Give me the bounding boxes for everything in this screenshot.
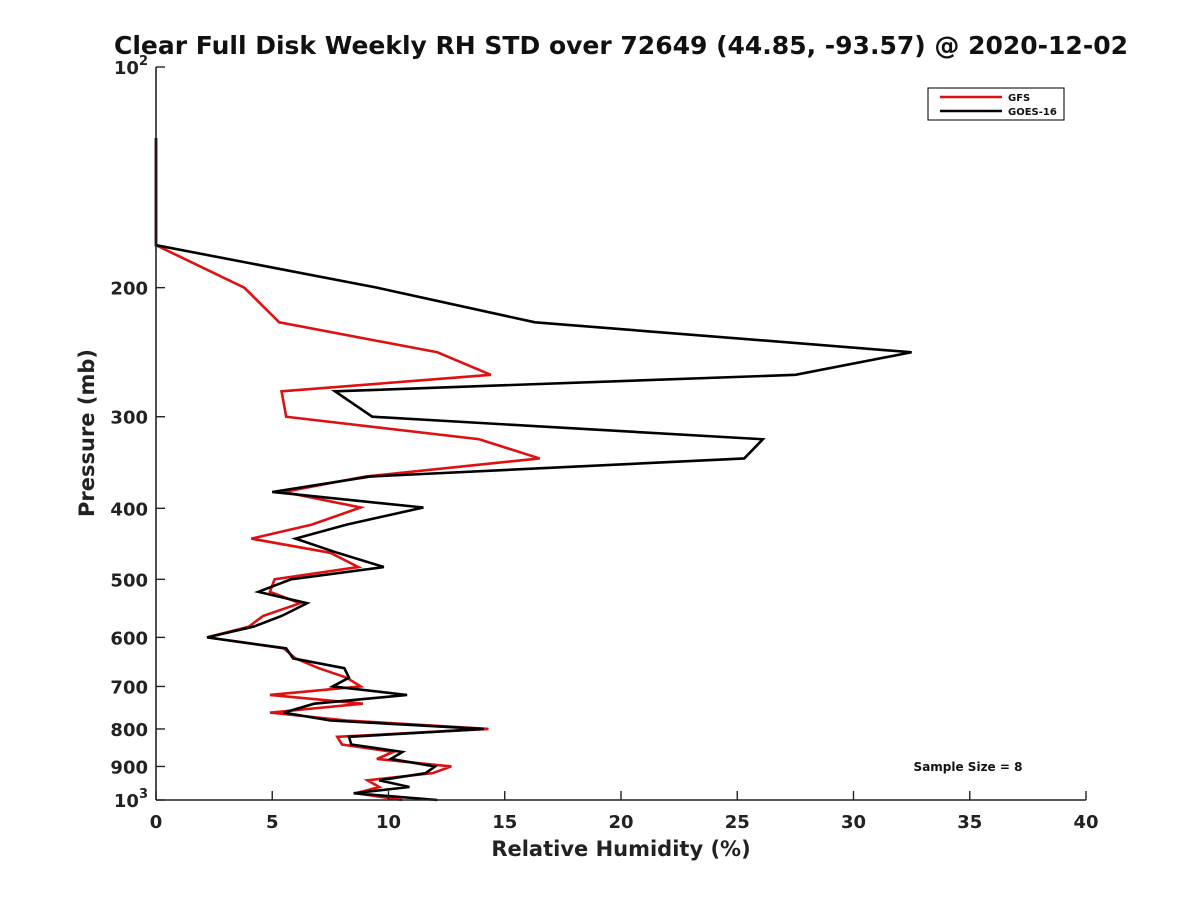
legend-entry-goes16: GOES-16 — [1008, 107, 1057, 118]
legend-entry-gfs: GFS — [1008, 93, 1030, 104]
y-tick-label: 600 — [110, 628, 148, 649]
y-tick-label: 400 — [110, 499, 148, 520]
y-tick-label: 500 — [110, 570, 148, 591]
x-tick-label: 0 — [150, 812, 163, 833]
y-axis-label: Pressure (mb) — [75, 349, 99, 517]
y-tick-label: 102 — [114, 54, 148, 79]
y-tick-label: 900 — [110, 757, 148, 778]
x-tick-label: 30 — [841, 812, 866, 833]
y-tick-label: 300 — [110, 408, 148, 429]
x-tick-label: 35 — [957, 812, 982, 833]
y-axis-ticks: 102 200 300 400 500 600 700 800 900 103 — [110, 54, 165, 812]
sample-size-annotation: Sample Size = 8 — [914, 760, 1023, 774]
y-tick-label: 800 — [110, 720, 148, 741]
y-tick-label: 200 — [110, 279, 148, 300]
legend-box — [927, 87, 1065, 121]
y-tick-label: 103 — [114, 787, 148, 812]
legend: GFS GOES-16 — [927, 87, 1065, 121]
chart-title: Clear Full Disk Weekly RH STD over 72649… — [114, 31, 1128, 60]
x-tick-label: 40 — [1073, 812, 1098, 833]
series-line-1 — [154, 138, 912, 802]
x-tick-label: 25 — [725, 812, 750, 833]
y-tick-label: 700 — [110, 677, 148, 698]
plot-area — [154, 138, 912, 802]
x-tick-label: 5 — [266, 812, 279, 833]
x-tick-label: 15 — [492, 812, 517, 833]
x-tick-label: 10 — [376, 812, 401, 833]
x-tick-label: 20 — [608, 812, 633, 833]
x-axis-ticks: 0 5 10 15 20 25 30 35 40 — [150, 791, 1099, 833]
x-axis-label: Relative Humidity (%) — [491, 837, 750, 861]
